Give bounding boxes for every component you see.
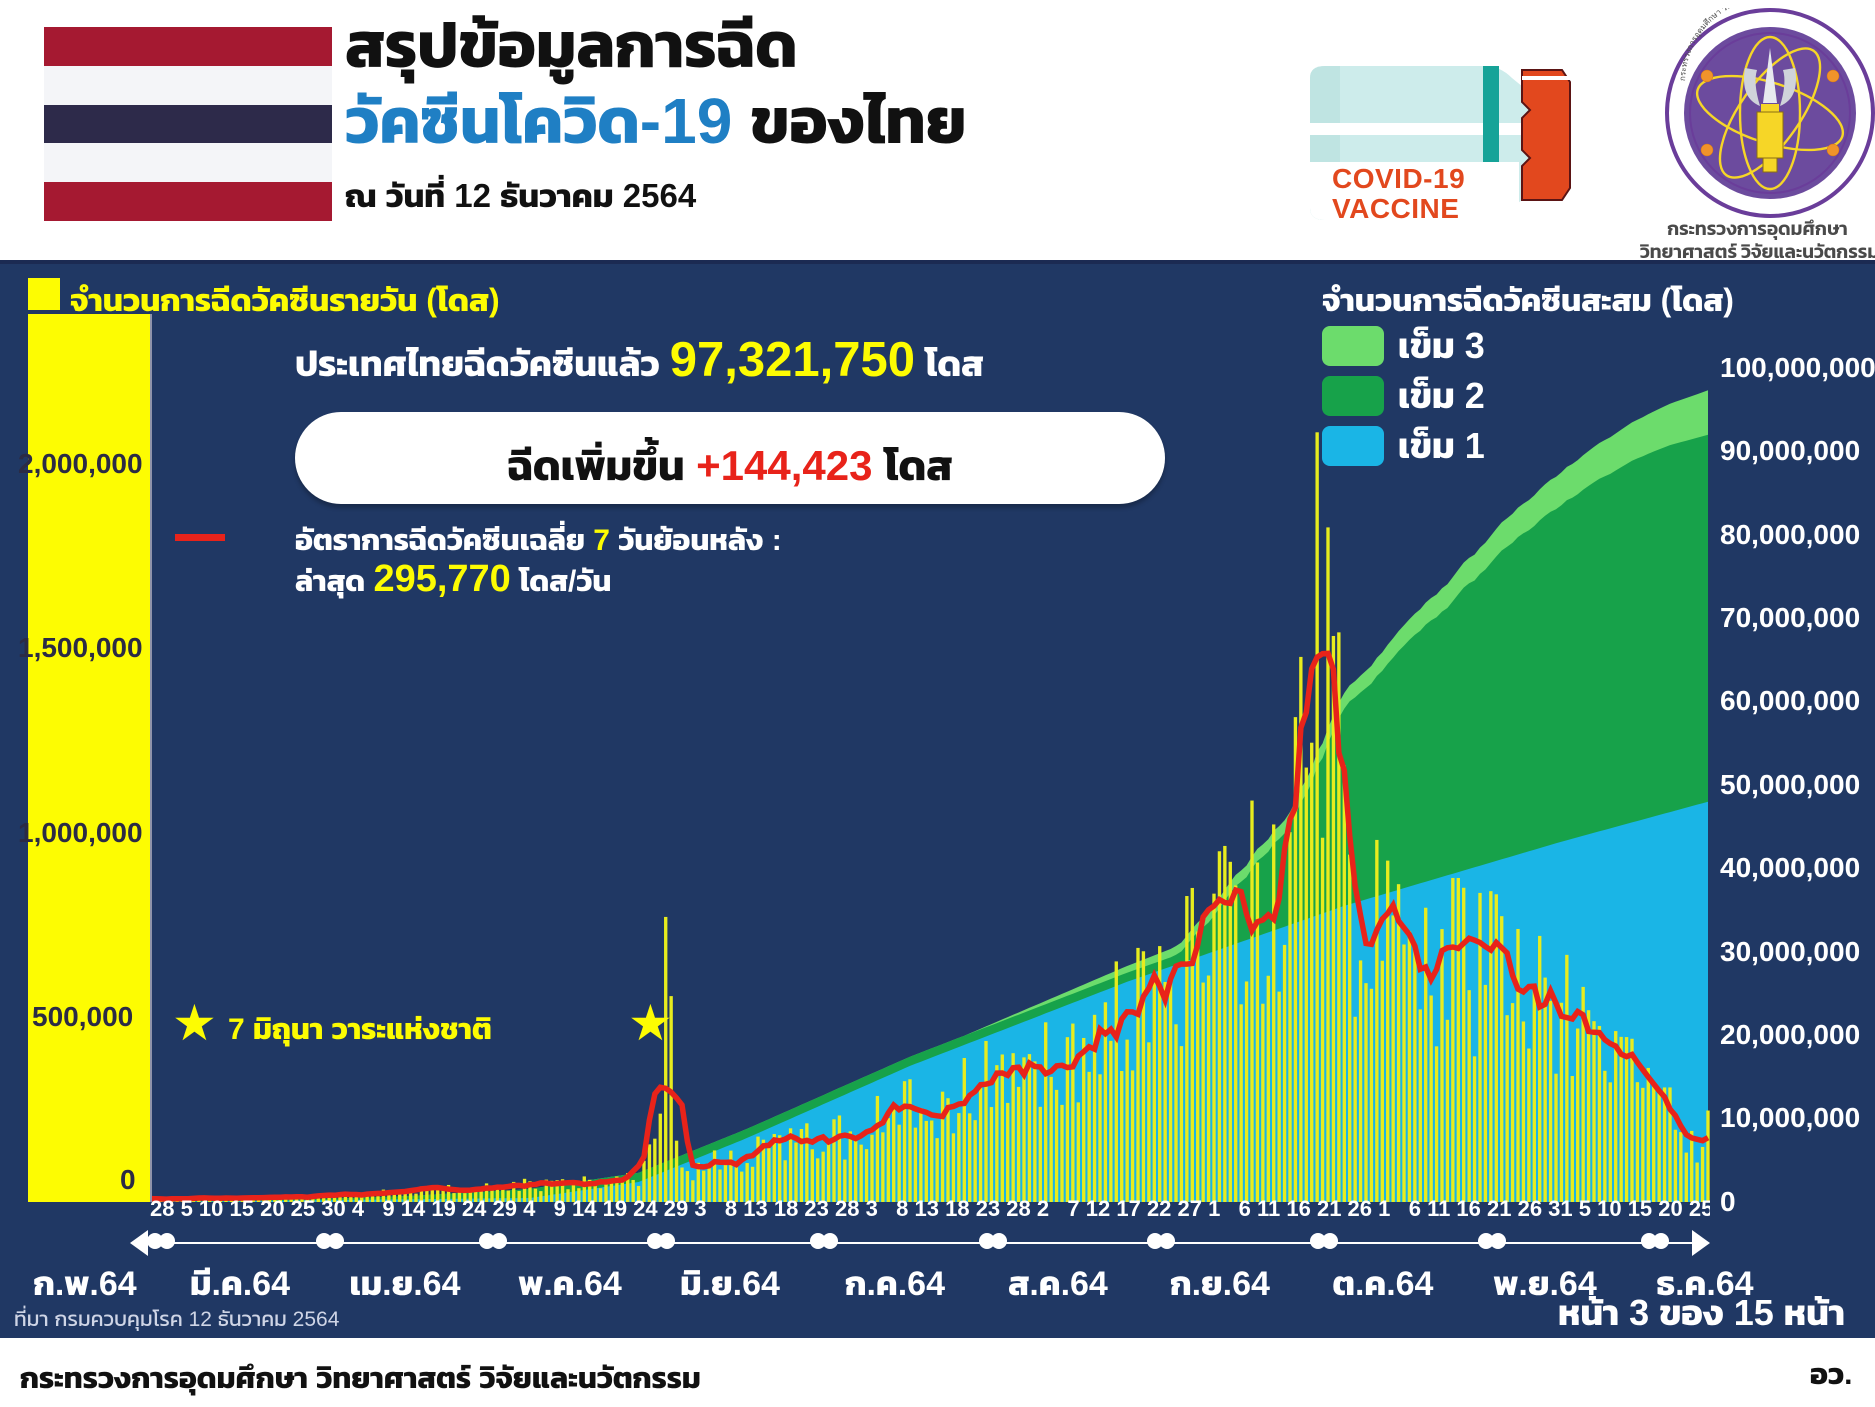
- svg-text:COVID-19: COVID-19: [1332, 163, 1465, 194]
- svg-text:VACCINE: VACCINE: [1332, 193, 1459, 224]
